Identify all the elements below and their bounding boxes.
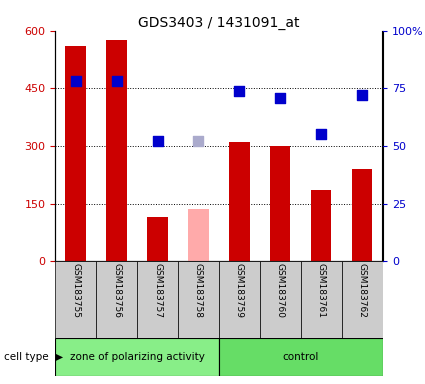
Bar xyxy=(219,261,260,338)
Bar xyxy=(188,209,209,261)
Bar xyxy=(352,169,372,261)
Point xyxy=(359,92,366,98)
Text: cell type  ▶: cell type ▶ xyxy=(4,352,63,362)
Point xyxy=(318,131,325,137)
Bar xyxy=(106,40,127,261)
Bar xyxy=(137,261,178,338)
Point xyxy=(277,94,283,101)
Text: GSM183758: GSM183758 xyxy=(194,263,203,318)
Text: zone of polarizing activity: zone of polarizing activity xyxy=(70,352,204,362)
Point xyxy=(236,88,243,94)
Bar xyxy=(55,338,219,376)
Text: GSM183762: GSM183762 xyxy=(357,263,366,318)
Text: control: control xyxy=(283,352,319,362)
Point xyxy=(154,138,161,144)
Title: GDS3403 / 1431091_at: GDS3403 / 1431091_at xyxy=(138,16,300,30)
Bar xyxy=(55,261,96,338)
Text: GSM183760: GSM183760 xyxy=(276,263,285,318)
Bar xyxy=(96,261,137,338)
Bar xyxy=(147,217,168,261)
Point xyxy=(195,138,202,144)
Text: GSM183756: GSM183756 xyxy=(112,263,121,318)
Bar xyxy=(65,46,86,261)
Bar xyxy=(300,261,342,338)
Text: GSM183761: GSM183761 xyxy=(317,263,326,318)
Bar xyxy=(260,261,300,338)
Bar xyxy=(229,142,249,261)
Bar xyxy=(178,261,219,338)
Bar xyxy=(270,146,290,261)
Text: GSM183759: GSM183759 xyxy=(235,263,244,318)
Text: GSM183757: GSM183757 xyxy=(153,263,162,318)
Text: GSM183755: GSM183755 xyxy=(71,263,80,318)
Point xyxy=(113,78,120,84)
Point xyxy=(72,78,79,84)
Bar xyxy=(342,261,383,338)
Bar xyxy=(311,190,332,261)
Bar xyxy=(219,338,382,376)
